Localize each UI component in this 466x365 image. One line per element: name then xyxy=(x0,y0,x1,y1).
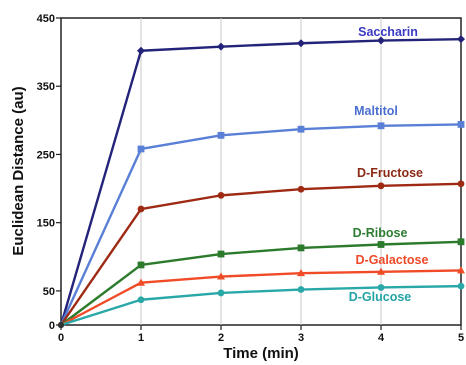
series-line-d-glucose xyxy=(60,284,462,327)
y-tick-label: 50 xyxy=(43,286,55,298)
data-point-d-ribose xyxy=(377,241,385,248)
data-point-saccharin xyxy=(137,46,145,55)
series-line-saccharin xyxy=(59,37,462,326)
data-point-d-fructose xyxy=(297,185,305,193)
y-axis-title: Euclidean Distance (au) xyxy=(10,86,27,255)
series-line-d-fructose xyxy=(60,182,462,326)
series-line-maltitol xyxy=(59,123,462,326)
x-tick-label: 5 xyxy=(458,332,464,344)
data-point-d-fructose xyxy=(377,182,385,190)
data-point-d-fructose xyxy=(217,191,225,199)
x-tick-label: 0 xyxy=(58,332,64,344)
data-point-d-galactose xyxy=(457,266,465,274)
x-tick-label: 3 xyxy=(298,332,304,344)
data-point-saccharin xyxy=(457,35,465,44)
data-point-d-fructose xyxy=(137,205,145,213)
x-tick-label: 2 xyxy=(218,332,224,344)
x-axis-title: Time (min) xyxy=(223,345,299,362)
y-tick-label: 250 xyxy=(37,149,55,161)
series-labels: Saccharin Maltitol D-Fructose D-Ribose D-Gal… xyxy=(349,25,429,304)
data-point-d-fructose xyxy=(457,180,465,188)
series-label-d-glucose: D-Glucose xyxy=(349,290,412,304)
data-point-saccharin xyxy=(297,39,305,48)
data-point-d-galactose xyxy=(377,267,385,275)
data-point-maltitol xyxy=(297,125,305,133)
series-label-saccharin: Saccharin xyxy=(358,25,418,39)
data-point-d-glucose xyxy=(377,284,385,291)
series-label-d-galactose: D-Galactose xyxy=(356,253,429,267)
data-point-d-glucose xyxy=(217,289,225,297)
data-point-d-glucose xyxy=(297,286,305,293)
data-point-d-ribose xyxy=(457,238,465,246)
x-tick-label: 4 xyxy=(378,332,385,344)
data-point-d-glucose xyxy=(457,282,465,290)
series-label-d-fructose: D-Fructose xyxy=(357,166,423,180)
series-d-glucose xyxy=(58,282,465,328)
data-point-d-galactose xyxy=(137,278,145,286)
x-tick-label: 1 xyxy=(138,332,144,344)
data-point-maltitol xyxy=(457,121,465,128)
series-label-maltitol: Maltitol xyxy=(354,104,398,118)
y-tick-label: 350 xyxy=(37,81,55,93)
data-point-maltitol xyxy=(137,145,145,153)
data-point-maltitol xyxy=(377,122,385,130)
series-label-d-ribose: D-Ribose xyxy=(353,226,408,240)
series-line-d-ribose xyxy=(60,240,462,326)
y-tick-label: 450 xyxy=(37,13,55,25)
data-point-maltitol xyxy=(217,131,225,139)
data-point-saccharin xyxy=(217,42,225,51)
y-tick-label: 0 xyxy=(49,320,55,332)
data-point-origin xyxy=(58,322,64,328)
data-point-d-galactose xyxy=(297,268,305,277)
series-group xyxy=(58,35,465,328)
data-point-d-ribose xyxy=(137,261,145,269)
data-point-d-ribose xyxy=(297,244,305,252)
data-point-d-glucose xyxy=(137,296,145,304)
data-point-saccharin xyxy=(377,36,385,45)
series-line-d-galactose xyxy=(60,269,462,327)
data-point-d-ribose xyxy=(217,250,225,258)
y-tick-label: 150 xyxy=(37,218,55,230)
data-point-d-galactose xyxy=(217,272,225,280)
